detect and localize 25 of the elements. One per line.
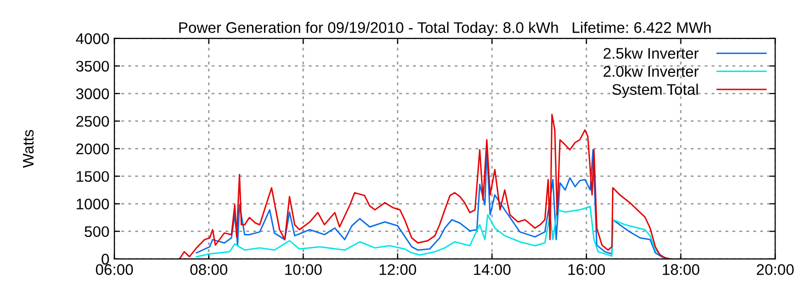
y-tick-label: 2000 (76, 144, 109, 154)
x-tick-label: 08:00 (190, 264, 228, 275)
x-tick-label: 16:00 (568, 264, 605, 275)
y-tick-label: 1500 (76, 171, 109, 182)
y-tick-label: 3000 (76, 88, 109, 100)
y-tick-label: 500 (84, 226, 109, 238)
legend-label: System Total (612, 84, 698, 98)
x-tick-label: 20:00 (756, 264, 794, 275)
x-tick-label: 10:00 (285, 264, 322, 275)
x-tick-label: 14:00 (474, 264, 511, 275)
line-series (196, 206, 666, 259)
y-tick-label: 4000 (76, 33, 109, 44)
y-tick-label: 0 (102, 254, 109, 265)
legend-label: 2.0kw Inverter (604, 66, 699, 77)
y-tick-label: 3500 (76, 60, 109, 72)
x-tick-label: 06:00 (96, 264, 133, 275)
line-series (196, 149, 666, 259)
line-series (178, 114, 671, 259)
chart-title: Power Generation for 09/19/2010 - Total Today: 8.0 kWh Lifetime: 6.422 MWh (179, 22, 711, 36)
y-axis-title: Watts (22, 130, 34, 168)
y-tick-label: 1000 (76, 198, 109, 210)
x-tick-label: 18:00 (662, 264, 700, 275)
legend-label: 2.5kw Inverter (604, 48, 699, 59)
y-tick-label: 2500 (76, 116, 109, 127)
x-tick-label: 12:00 (380, 264, 416, 275)
